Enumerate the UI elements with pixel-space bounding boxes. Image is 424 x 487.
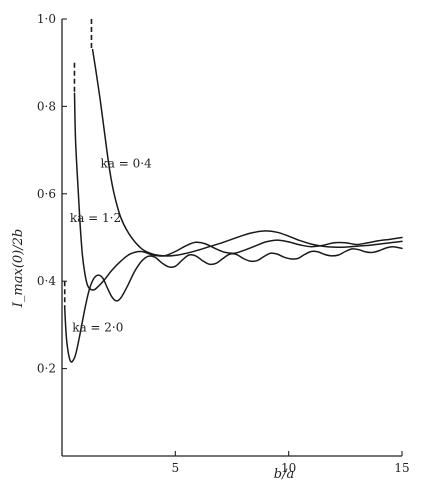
series-ka-2-0-line (63, 245, 403, 363)
series-group (63, 19, 403, 363)
x-tick-label: 5 (172, 461, 180, 475)
series-ka-0-4-label: ka = 0·4 (101, 157, 153, 171)
series-labels: ka = 0·4 ka = 1·2 ka = 2·0 (70, 157, 152, 335)
y-tick-label: 0·4 (37, 274, 56, 288)
series-ka-2-0-label: ka = 2·0 (72, 320, 123, 334)
series-ka-1-2-label: ka = 1·2 (70, 211, 121, 225)
series-ka-0-4-line (91, 48, 403, 257)
x-tick-label: 15 (394, 461, 409, 475)
y-tick-label: 1·0 (37, 12, 56, 26)
y-tick-label: 0·8 (37, 99, 56, 113)
x-axis-title: b/a (274, 467, 294, 482)
y-tick-label: 0·6 (37, 187, 56, 201)
series-ka-1-2-line (73, 92, 403, 291)
y-axis-title: I_max(0)/2b (11, 229, 26, 308)
x-axis-ticks: 5 10 15 (172, 451, 410, 475)
axes (61, 19, 402, 457)
y-axis-ticks: 0·2 0·4 0·6 0·8 1·0 (37, 12, 67, 376)
y-tick-label: 0·2 (37, 362, 56, 376)
x-tick-label: 10 (281, 461, 296, 475)
